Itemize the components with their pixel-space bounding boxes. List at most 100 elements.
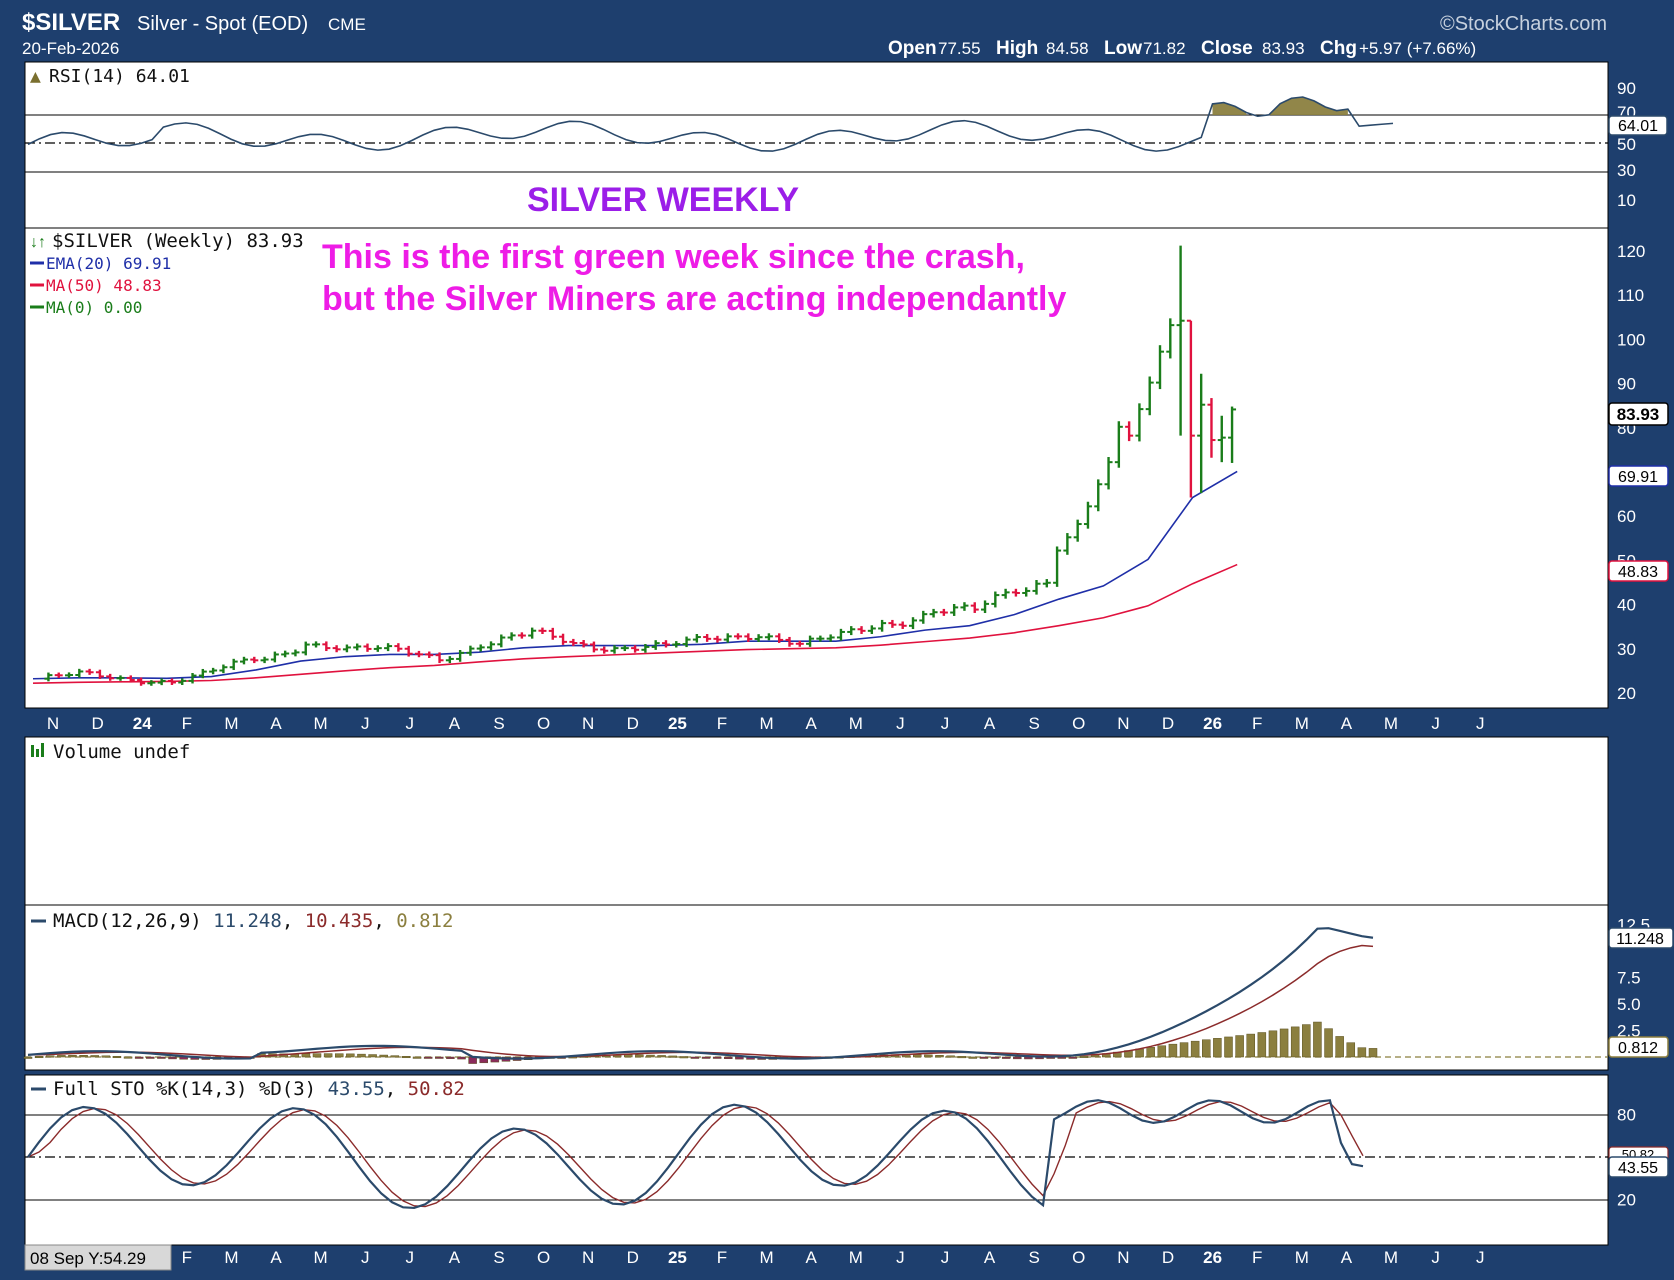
- hist-value-tag: 0.812: [1608, 1036, 1669, 1058]
- x-axis-label: A: [270, 1248, 282, 1267]
- macd-hist-bar: [390, 1055, 400, 1058]
- volume-legend: Volume undef: [53, 741, 190, 763]
- x-axis-label: N: [47, 714, 59, 733]
- price-legend-item: MA(0) 0.00: [46, 298, 142, 317]
- cursor-readout-bg[interactable]: [24, 1244, 172, 1271]
- sto-k-value-label: 43.55: [1618, 1160, 1658, 1177]
- cursor-readout[interactable]: 08 Sep Y:54.29: [24, 1244, 172, 1271]
- macd-scale-label: 5.0: [1617, 995, 1641, 1014]
- sto-legend-d: 50.82: [408, 1078, 465, 1100]
- x-axis-label: M: [849, 714, 863, 733]
- ema-value-label: 69.91: [1618, 469, 1658, 486]
- rsi-panel: ▲ RSI(14) 64.01: [24, 61, 1609, 173]
- macd-hist-bar: [1313, 1021, 1322, 1058]
- x-axis-label: A: [1341, 714, 1353, 733]
- macd-hist-bar: [57, 1055, 66, 1058]
- macd-hist-bar: [1324, 1028, 1333, 1058]
- x-axis-label: J: [896, 714, 905, 733]
- macd-hist-bar: [990, 1056, 1000, 1059]
- x-axis-label: J: [941, 714, 950, 733]
- macd-hist-bar: [101, 1055, 111, 1058]
- x-axis-label: M: [1295, 714, 1309, 733]
- macd-hist-bar: [712, 1056, 722, 1059]
- x-axis-label: A: [270, 714, 282, 733]
- rsi-legend: RSI(14) 64.01: [49, 66, 190, 87]
- x-axis-label: F: [1252, 714, 1262, 733]
- x-axis-label: J: [1476, 714, 1485, 733]
- macd-hist-bar: [379, 1054, 388, 1058]
- macd-hist-bar: [1202, 1039, 1211, 1058]
- x-axis-label: J: [896, 1248, 905, 1267]
- x-axis-label: 25: [668, 1248, 687, 1267]
- macd-hist-bar: [1213, 1038, 1222, 1058]
- rsi-value-tag: 64.01: [1608, 115, 1668, 136]
- x-axis-label: S: [1029, 1248, 1040, 1267]
- macd-hist-bar: [1135, 1048, 1144, 1058]
- macd-hist-bar: [1268, 1030, 1278, 1058]
- rsi-scale-label: 90: [1617, 79, 1636, 98]
- rsi-line: [27, 96, 1394, 152]
- macd-hist-bar: [357, 1053, 366, 1058]
- x-axis-label: J: [941, 1248, 950, 1267]
- macd-hist-bar: [1279, 1028, 1289, 1058]
- macd-hist-bar: [1190, 1040, 1200, 1058]
- macd-hist-bar: [968, 1056, 978, 1059]
- exchange-label: CME: [328, 15, 366, 34]
- hist-value-label: 0.812: [1618, 1040, 1658, 1057]
- x-axis-label: N: [1117, 714, 1129, 733]
- x-axis-label: F: [717, 1248, 727, 1267]
- macd-scale: 12.57.55.02.5: [1617, 916, 1650, 1041]
- rsi-value-tag-bg: [1608, 115, 1668, 136]
- macd-scale-label: 2.5: [1617, 1022, 1641, 1041]
- x-axis-label: M: [1295, 1248, 1309, 1267]
- macd-hist-bar: [368, 1054, 377, 1058]
- price-scale-label: 110: [1617, 286, 1644, 305]
- last-price-tag: 83.93: [1608, 402, 1669, 426]
- rsi-value-label: 64.01: [1618, 118, 1658, 135]
- x-axis-label: J: [406, 714, 415, 733]
- macd-hist-bar: [635, 1054, 644, 1058]
- macd-hist-bar: [157, 1056, 166, 1059]
- macd-legend-signal: 10.435: [305, 910, 374, 932]
- macd-hist-bar: [401, 1056, 411, 1059]
- macd-hist-bar: [323, 1053, 333, 1058]
- sto-k-tag: 43.55: [1608, 1156, 1669, 1178]
- x-axis-label: J: [1431, 714, 1440, 733]
- macd-hist-bar: [1257, 1032, 1267, 1058]
- macd-hist-bar: [679, 1056, 689, 1059]
- macd-hist-bar: [724, 1056, 733, 1059]
- macd-hist-bar: [646, 1054, 655, 1058]
- x-axis-label: S: [493, 1248, 504, 1267]
- quote-label-low: Low: [1104, 38, 1142, 59]
- x-axis-label: M: [849, 1248, 863, 1267]
- x-axis-label: M: [314, 714, 328, 733]
- x-axis-label: O: [1072, 714, 1085, 733]
- x-axis-label: O: [537, 714, 550, 733]
- price-bars: [44, 245, 1237, 686]
- rsi-scale-label: 50: [1617, 135, 1636, 154]
- last-price-tag-bg: [1608, 402, 1669, 426]
- x-axis-label: F: [182, 1248, 192, 1267]
- x-axis-bottom: F M A M J J A S O N D 25 F M A M J J A S O N D 26 F M A M J J: [182, 1248, 1485, 1267]
- macd-hist-bar: [1357, 1047, 1367, 1058]
- price-panel: ↓↑ $SILVER (Weekly) 83.93 EMA(20) 69.91 MA(…: [24, 227, 1609, 709]
- macd-hist-bar: [1013, 1056, 1022, 1060]
- macd-hist-bar: [68, 1054, 77, 1058]
- price-scale-label: 120: [1617, 242, 1645, 261]
- x-axis-label: D: [627, 714, 639, 733]
- rsi-overbought-area: [1268, 97, 1348, 115]
- price-legend: ↓↑ $SILVER (Weekly) 83.93 EMA(20) 69.91 MA(…: [30, 230, 304, 317]
- macd-hist-bar: [1335, 1036, 1344, 1058]
- price-legend-item: MA(50) 48.83: [46, 276, 162, 295]
- macd-hist-bar: [1290, 1026, 1300, 1058]
- ma50-line: [32, 563, 1238, 684]
- x-axis-label: M: [760, 1248, 774, 1267]
- cursor-readout-label: 08 Sep Y:54.29: [30, 1249, 146, 1268]
- macd-hist-bar: [1146, 1047, 1155, 1058]
- x-axis-label: O: [537, 1248, 550, 1267]
- macd-hist-bar: [690, 1056, 700, 1059]
- macd-scale-label: 7.5: [1617, 969, 1641, 988]
- quote-label-open: Open: [888, 38, 937, 59]
- x-axis-label: A: [806, 1248, 818, 1267]
